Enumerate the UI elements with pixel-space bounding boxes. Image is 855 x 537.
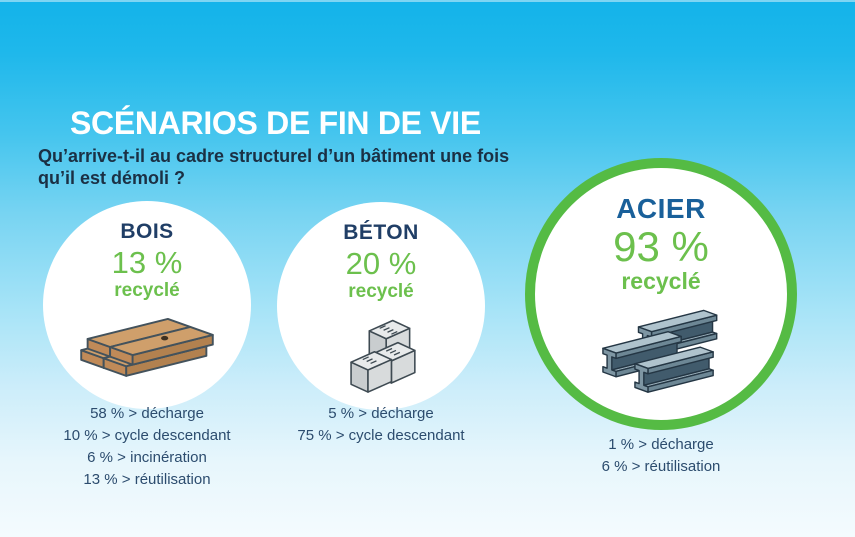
breakdown-line: 10 % > cycle descendant (63, 427, 231, 444)
recycled-percent: 20 % (345, 246, 417, 281)
recycled-label: recyclé (621, 268, 701, 294)
material-name: BOIS (120, 220, 174, 243)
recycled-label: recyclé (114, 280, 180, 301)
concrete-blocks-icon (336, 314, 426, 396)
page-subtitle: Qu’arrive-t-il au cadre structurel d’un … (38, 146, 510, 188)
recycled-label: recyclé (348, 281, 414, 302)
recycled-percent: 93 % (613, 223, 709, 270)
material-circle-beton: BÉTON 20 % recyclé (277, 202, 485, 410)
breakdown-line: 6 % > réutilisation (601, 458, 721, 475)
material-name: BÉTON (343, 221, 419, 244)
breakdown-line: 58 % > décharge (90, 405, 204, 422)
wood-planks-icon (78, 313, 216, 381)
material-circle-acier: ACIER 93 % recyclé (525, 158, 797, 430)
material-name: ACIER (616, 193, 706, 224)
page-title: SCÉNARIOS DE FIN DE VIE (70, 105, 481, 142)
steel-beams-icon (597, 302, 725, 397)
breakdown-beton: 5 % > décharge 75 % > cycle descendant (251, 403, 511, 447)
breakdown-bois: 58 % > décharge 10 % > cycle descendant … (17, 403, 277, 491)
breakdown-line: 75 % > cycle descendant (297, 427, 465, 444)
recycled-percent: 13 % (111, 245, 183, 280)
breakdown-acier: 1 % > décharge 6 % > réutilisation (531, 434, 791, 478)
breakdown-line: 6 % > incinération (87, 449, 207, 466)
breakdown-line: 13 % > réutilisation (83, 471, 211, 488)
material-circle-bois: BOIS 13 % recyclé (43, 201, 251, 409)
breakdown-line: 5 % > décharge (328, 405, 434, 422)
breakdown-line: 1 % > décharge (608, 436, 714, 453)
